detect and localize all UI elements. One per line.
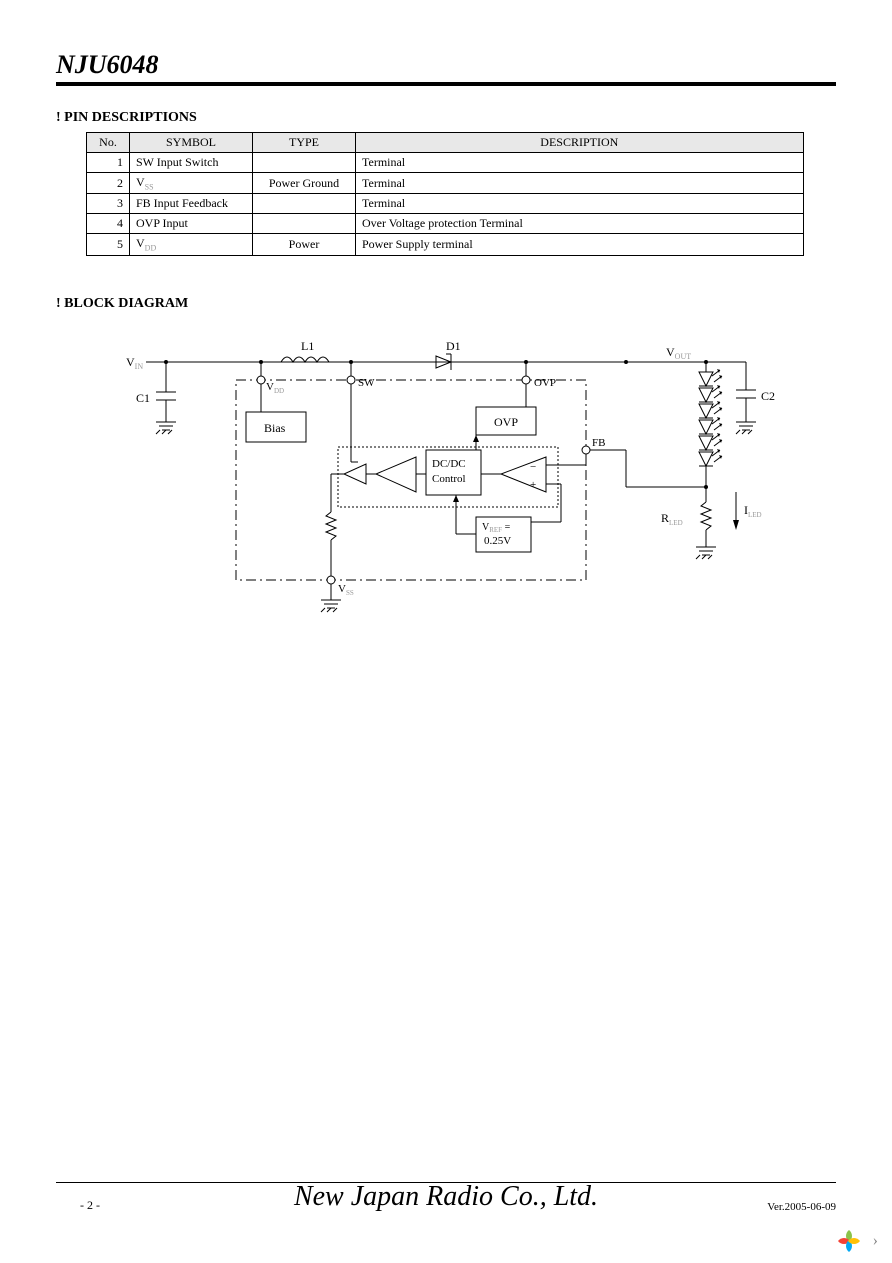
table-cell: SW Input Switch	[130, 153, 253, 173]
table-cell: 1	[87, 153, 130, 173]
table-cell: 2	[87, 173, 130, 194]
table-cell: FB Input Feedback	[130, 194, 253, 214]
table-cell: Power Supply terminal	[356, 234, 804, 255]
table-cell: Terminal	[356, 194, 804, 214]
svg-text:+: +	[530, 479, 536, 491]
label-fb: FB	[592, 437, 605, 449]
table-cell: 3	[87, 194, 130, 214]
label-iled: ILED	[744, 503, 762, 519]
chevron-right-icon[interactable]: ›	[873, 1232, 878, 1250]
table-cell: OVP Input	[130, 214, 253, 234]
table-cell	[253, 153, 356, 173]
table-cell: 5	[87, 234, 130, 255]
label-d1: D1	[446, 339, 461, 353]
table-cell: Terminal	[356, 153, 804, 173]
label-dcdc1: DC/DC	[432, 458, 466, 470]
label-sw: SW	[358, 377, 375, 389]
label-ovp-box: OVP	[494, 415, 518, 429]
table-row: 4OVP Input Over Voltage protection Termin…	[87, 214, 804, 234]
logo-icon	[835, 1227, 863, 1255]
label-ovp-pin: OVP	[534, 377, 556, 389]
label-l1: L1	[301, 339, 314, 353]
header-rule	[56, 82, 836, 86]
pin-desc-title: ! PIN DESCRIPTIONS	[56, 110, 836, 126]
label-bias: Bias	[264, 421, 286, 435]
th-no: No.	[87, 133, 130, 153]
table-cell: Power Ground	[253, 173, 356, 194]
version-text: Ver.2005-06-09	[767, 1201, 836, 1213]
label-c1: C1	[136, 391, 150, 405]
th-desc: DESCRIPTION	[356, 133, 804, 153]
table-cell: Terminal	[356, 173, 804, 194]
table-cell: Over Voltage protection Terminal	[356, 214, 804, 234]
label-vref-val: 0.25V	[484, 535, 511, 547]
table-cell: VDD	[130, 234, 253, 255]
table-cell	[253, 194, 356, 214]
led-string	[699, 369, 722, 466]
part-number: NJU6048	[56, 50, 836, 80]
company-logo-text: New Japan Radio Co., Ltd.	[0, 1181, 892, 1213]
table-cell	[253, 214, 356, 234]
table-cell: 4	[87, 214, 130, 234]
svg-text:−: −	[530, 461, 536, 473]
table-cell: VSS	[130, 173, 253, 194]
label-vss: VSS	[338, 583, 354, 597]
table-row: 1SW Input Switch Terminal	[87, 153, 804, 173]
table-cell: Power	[253, 234, 356, 255]
label-vin: VIN	[126, 355, 143, 371]
page-number: - 2 -	[80, 1198, 100, 1213]
pin-description-table: No. SYMBOL TYPE DESCRIPTION 1SW Input Sw…	[86, 132, 804, 256]
table-row: 3FB Input Feedback Terminal	[87, 194, 804, 214]
label-c2: C2	[761, 389, 775, 403]
block-diagram-title: ! BLOCK DIAGRAM	[56, 296, 836, 312]
table-row: 2VSSPower GroundTerminal	[87, 173, 804, 194]
table-row: 5VDDPowerPower Supply terminal	[87, 234, 804, 255]
viewer-corner-widget[interactable]: ›	[821, 1219, 892, 1263]
th-type: TYPE	[253, 133, 356, 153]
label-vdd: VDD	[266, 381, 284, 395]
label-dcdc2: Control	[432, 473, 466, 485]
th-symbol: SYMBOL	[130, 133, 253, 153]
block-diagram: VIN VOUT C1 L1 D1	[106, 322, 786, 622]
label-vout: VOUT	[666, 345, 691, 361]
label-rled: RLED	[661, 511, 683, 527]
